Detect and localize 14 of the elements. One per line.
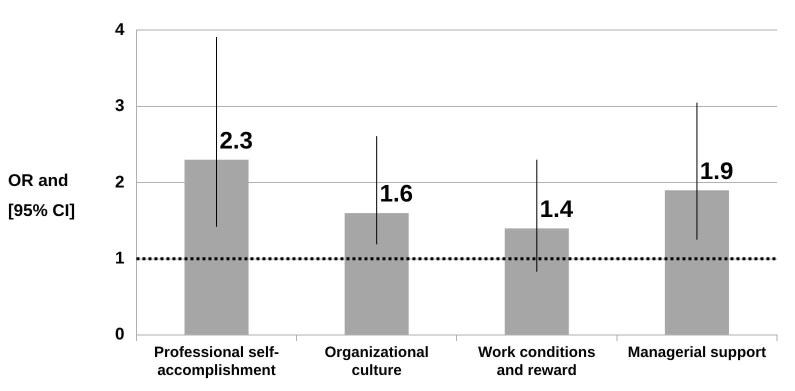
y-tick-label: 3 [114,96,124,116]
y-tick-label: 2 [114,172,124,192]
data-label: 1.4 [540,196,574,223]
x-tick-label: Managerial support [628,344,766,362]
y-tick-label: 4 [114,20,125,39]
y-tick-label: 0 [114,324,124,344]
data-label: 1.9 [700,158,734,185]
y-axis-title: OR and [95% CI] [8,170,76,222]
x-tick-label: Work conditions and reward [478,344,596,380]
x-tick-label: Organizational culture [324,344,429,380]
data-label: 2.3 [220,127,253,154]
x-tick-label: Professional self-accomplishment [154,344,280,380]
y-tick-label: 1 [114,248,124,268]
data-label: 1.6 [380,180,414,208]
